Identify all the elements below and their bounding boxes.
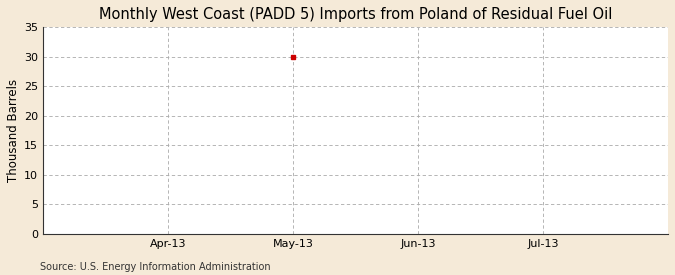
Y-axis label: Thousand Barrels: Thousand Barrels	[7, 79, 20, 182]
Title: Monthly West Coast (PADD 5) Imports from Poland of Residual Fuel Oil: Monthly West Coast (PADD 5) Imports from…	[99, 7, 612, 22]
Text: Source: U.S. Energy Information Administration: Source: U.S. Energy Information Administ…	[40, 262, 271, 272]
